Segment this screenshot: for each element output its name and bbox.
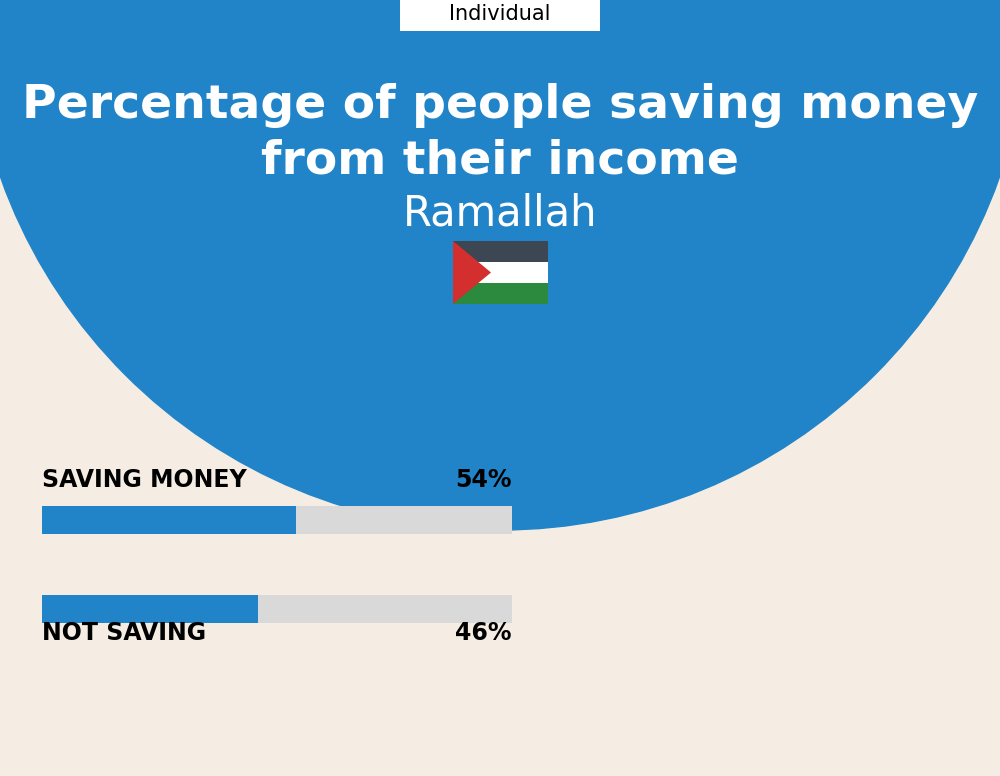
Bar	[42, 595, 512, 623]
Bar	[453, 283, 548, 304]
Bar	[453, 262, 548, 283]
Bar	[42, 506, 512, 534]
Text: 46%: 46%	[456, 621, 512, 645]
Text: Ramallah: Ramallah	[403, 192, 597, 234]
Text: Percentage of people saving money: Percentage of people saving money	[22, 84, 978, 129]
Text: NOT SAVING: NOT SAVING	[42, 621, 206, 645]
Text: 54%: 54%	[456, 468, 512, 492]
Text: SAVING MONEY: SAVING MONEY	[42, 468, 247, 492]
Text: Individual: Individual	[449, 4, 551, 23]
Circle shape	[0, 0, 1000, 530]
FancyBboxPatch shape	[400, 0, 600, 31]
Bar	[42, 595, 258, 623]
Bar	[42, 506, 296, 534]
Bar	[453, 241, 548, 262]
Text: from their income: from their income	[261, 138, 739, 183]
Polygon shape	[453, 241, 491, 304]
